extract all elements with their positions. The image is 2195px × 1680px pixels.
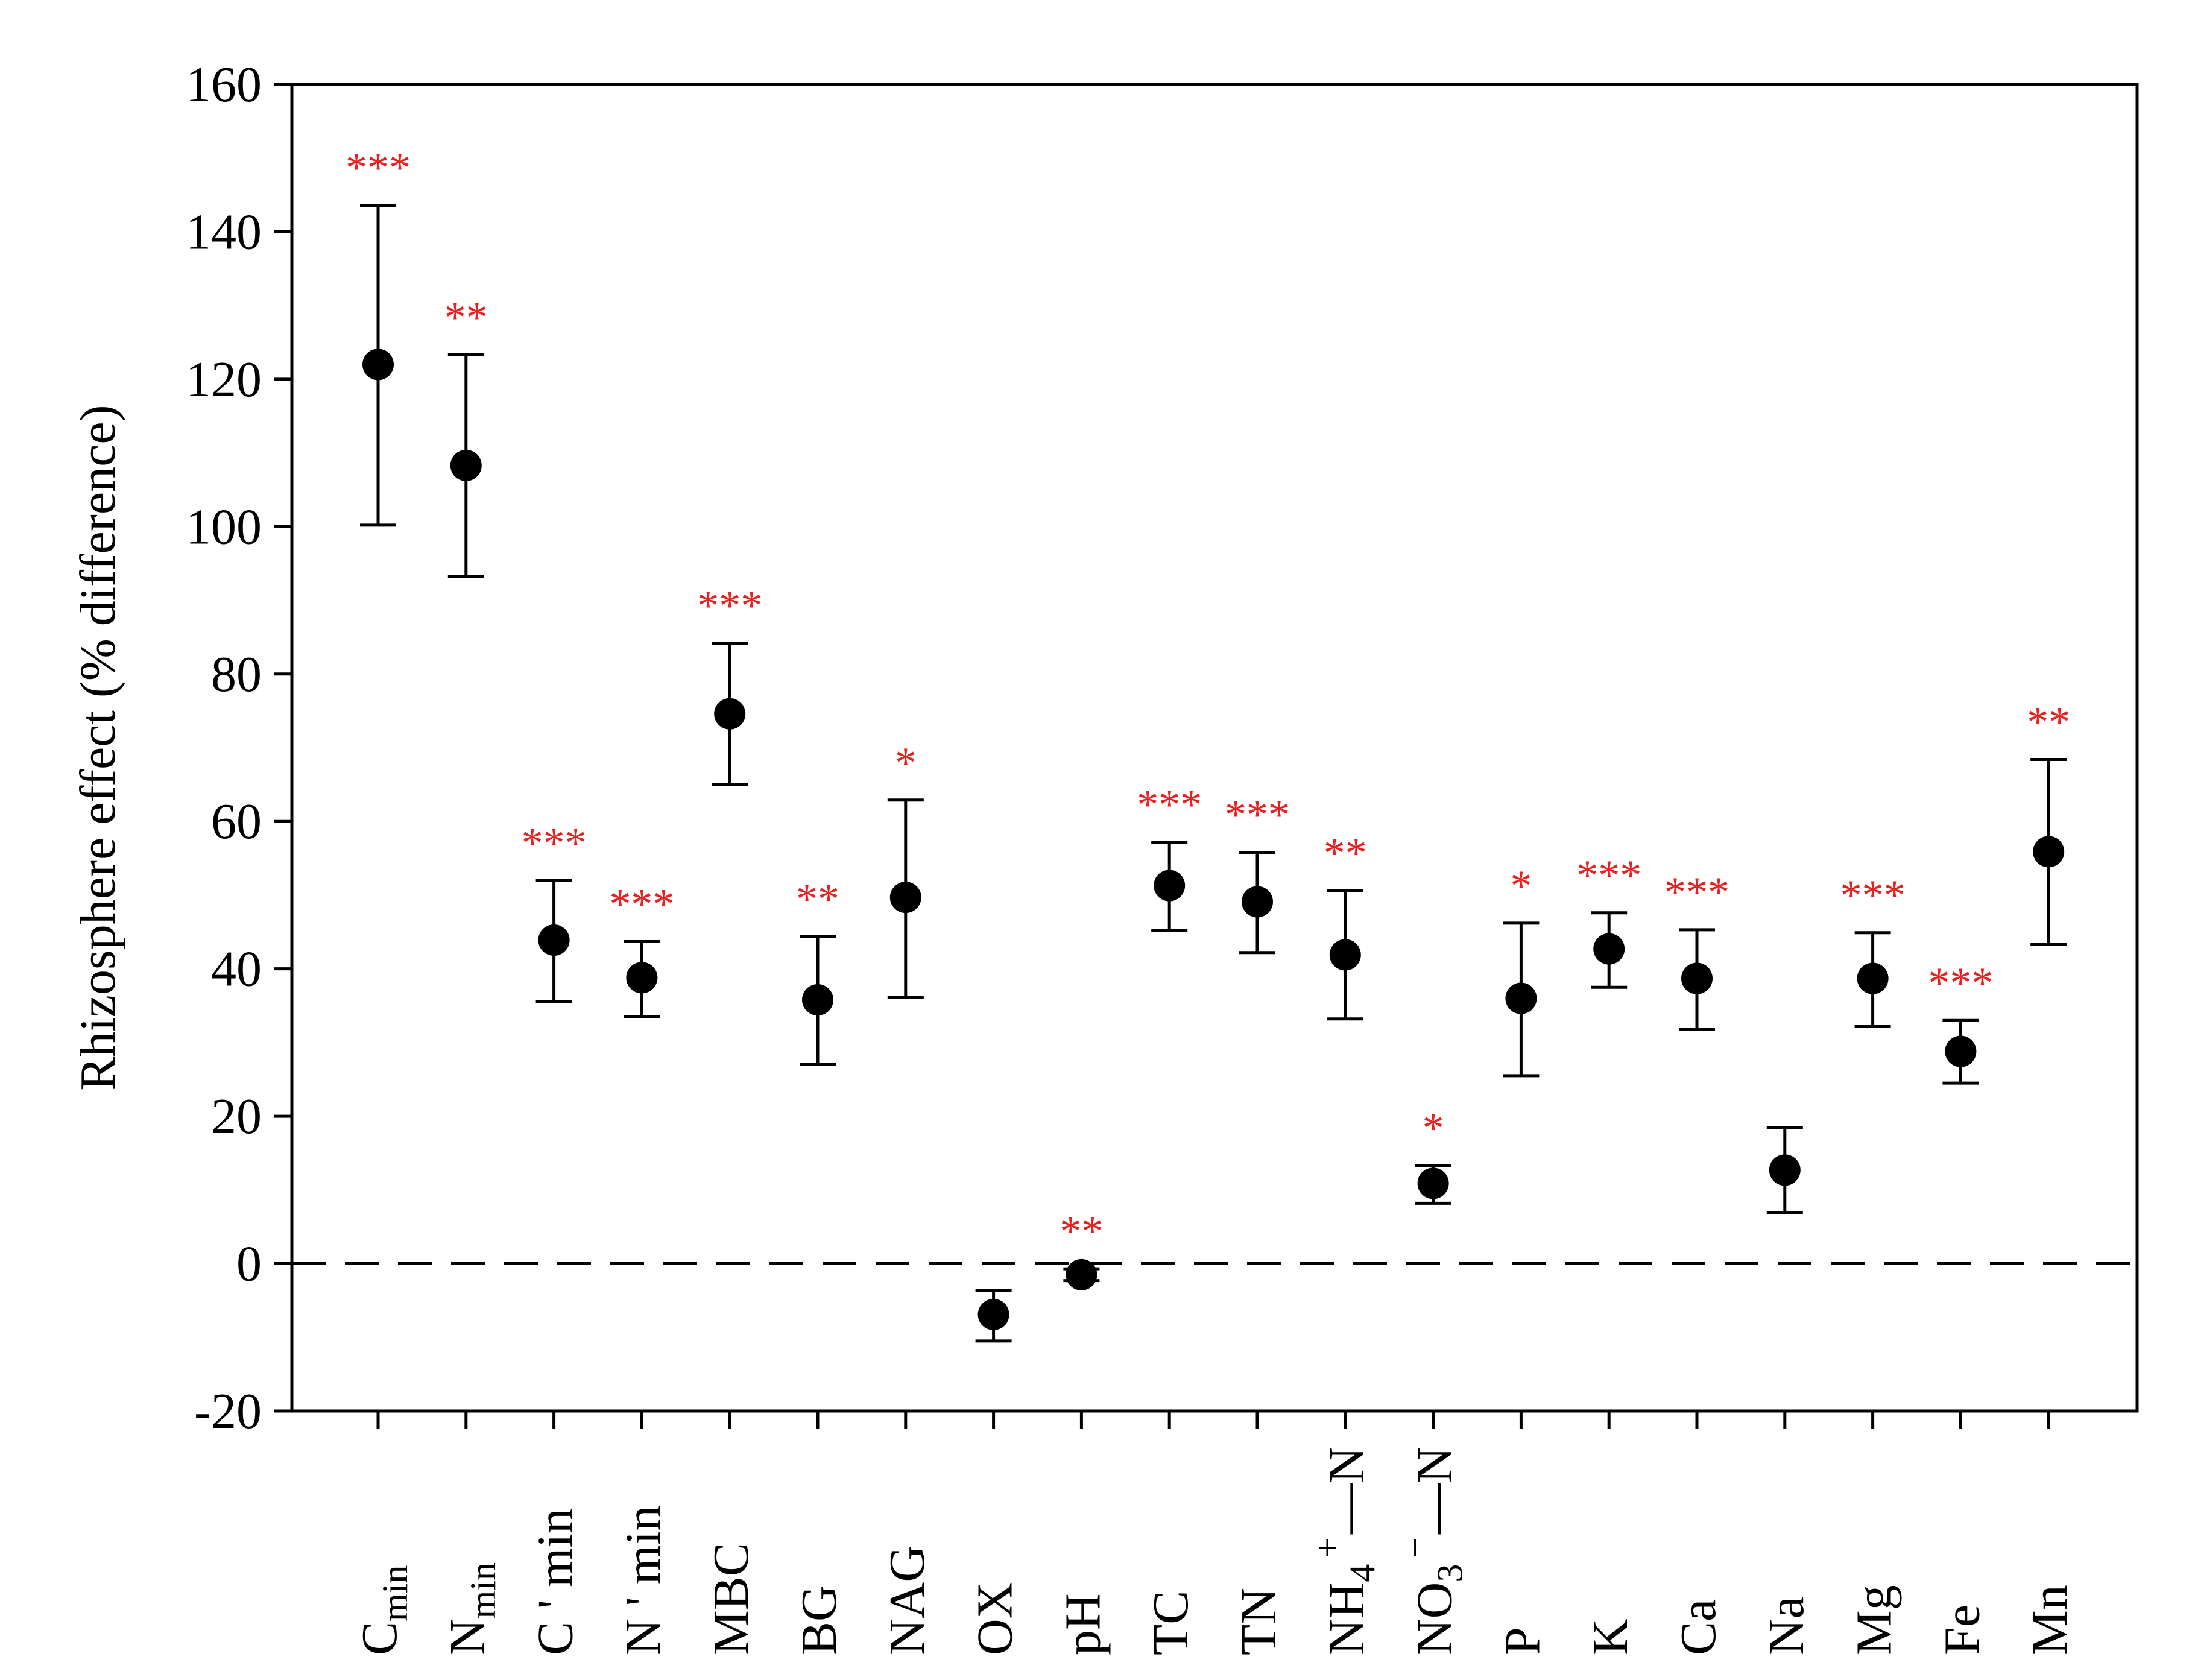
data-point [1769, 1154, 1801, 1186]
plot-frame [290, 83, 2139, 1413]
data-point [362, 349, 394, 381]
category-label: BG [791, 1585, 847, 1655]
category-label: Cmin [352, 1565, 415, 1655]
y-tick-label: 80 [211, 646, 262, 703]
significance-label: *** [609, 880, 674, 928]
category-label: Na [1758, 1596, 1814, 1655]
category-label: OX [967, 1582, 1023, 1655]
data-point [1329, 939, 1361, 971]
category-label: Fe [1934, 1605, 1990, 1655]
significance-label: * [895, 739, 917, 787]
significance-label: * [1510, 862, 1532, 910]
data-point [1593, 933, 1625, 965]
category-label: TN [1231, 1588, 1287, 1655]
data-point [889, 882, 921, 914]
data-point [1066, 1258, 1098, 1290]
category-label: Mg [1846, 1585, 1903, 1655]
data-point [1505, 982, 1537, 1014]
data-point [714, 698, 746, 730]
significance-label: *** [697, 581, 762, 630]
data-point [1417, 1167, 1449, 1199]
category-label: Nmin [440, 1562, 503, 1655]
data-point [2033, 836, 2065, 868]
category-label: NAG [879, 1546, 935, 1655]
data-point [626, 962, 658, 994]
data-point [1681, 962, 1713, 994]
significance-label: ** [444, 294, 488, 342]
data-point [538, 924, 570, 956]
category-label: Ca [1670, 1599, 1726, 1655]
y-axis-title: Rhizosphere effect (% difference) [70, 405, 126, 1090]
category-label: TC [1143, 1591, 1199, 1655]
significance-label: *** [1840, 871, 1906, 920]
category-label: pH [1055, 1593, 1111, 1655]
category-label: NO3−—N [1395, 1447, 1470, 1655]
significance-label: *** [346, 144, 411, 192]
significance-label: *** [522, 819, 587, 867]
plot-area [292, 203, 2137, 1343]
y-tick-label: 140 [186, 204, 262, 260]
category-label: MBC [703, 1543, 759, 1655]
labels: Rhizosphere effect (% difference)***Cmin… [70, 144, 2078, 1655]
y-tick-label: 0 [236, 1236, 262, 1292]
significance-label: ** [2027, 698, 2070, 747]
significance-label: ** [1324, 829, 1367, 877]
data-point [1154, 870, 1186, 902]
y-tick-label: 160 [186, 57, 262, 113]
data-point [1945, 1035, 1977, 1067]
y-tick-label: 120 [186, 352, 262, 408]
y-tick-label: 100 [186, 499, 262, 555]
significance-label: * [1423, 1104, 1444, 1152]
significance-label: *** [1576, 851, 1641, 900]
data-point [1857, 962, 1889, 994]
significance-label: ** [796, 875, 839, 923]
data-point [802, 984, 833, 1015]
y-tick-label: 60 [211, 794, 262, 850]
significance-label: ** [1060, 1207, 1103, 1255]
significance-label: *** [1928, 959, 1993, 1007]
data-point [1242, 886, 1273, 918]
significance-label: *** [1225, 791, 1290, 839]
significance-label: *** [1137, 780, 1202, 829]
data-point [977, 1298, 1009, 1330]
data-point [450, 449, 482, 481]
significance-label: *** [1664, 868, 1729, 917]
category-label: Mn [2022, 1585, 2078, 1655]
category-label: P [1494, 1627, 1550, 1655]
category-label: N ' min [615, 1506, 671, 1655]
y-tick-label: 40 [211, 941, 262, 997]
axes: -20 0 20 40 60 80 100 120 140 160 [186, 57, 2139, 1439]
category-label: NH4+—N [1307, 1447, 1382, 1655]
category-label: K [1582, 1618, 1638, 1655]
y-tick-label: -20 [194, 1383, 262, 1439]
category-label: C ' min [528, 1508, 584, 1655]
y-tick-label: 20 [211, 1088, 262, 1145]
